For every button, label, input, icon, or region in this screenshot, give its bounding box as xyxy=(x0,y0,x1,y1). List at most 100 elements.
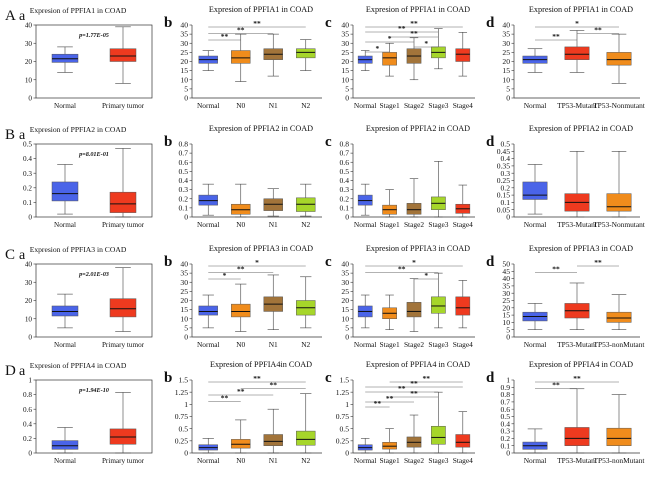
y-tick-label: 10 xyxy=(180,75,188,84)
chart-title: Expresion of PPFIA2 in COAD xyxy=(366,124,470,133)
panel-letter: b xyxy=(164,254,172,270)
y-tick-label: 1 xyxy=(28,377,32,385)
box-plot xyxy=(357,183,373,216)
y-tick-label: 0.7 xyxy=(501,398,511,407)
y-tick-label: 0.3 xyxy=(340,185,350,194)
box-plot xyxy=(51,46,79,73)
chart-title: Expresion of PPFIA3 in COAD xyxy=(366,244,470,253)
panel-letter: a xyxy=(19,128,26,143)
box-plot xyxy=(455,411,471,454)
box-plot xyxy=(431,28,446,70)
x-tick-label: TP53-nonMutant xyxy=(594,340,646,349)
x-tick-label: N1 xyxy=(269,220,278,229)
y-tick-label: 0.4 xyxy=(501,154,511,163)
p-value: p=1.77E-05 xyxy=(78,32,109,39)
significance-label: ** xyxy=(552,381,560,390)
significance-label: ** xyxy=(398,24,406,33)
x-tick-label: Stage3 xyxy=(428,456,448,465)
y-tick-label: 10 xyxy=(502,75,510,84)
panel-letter: a xyxy=(19,364,26,379)
y-tick-label: 0.25 xyxy=(175,436,188,445)
y-tick-label: 0.5 xyxy=(340,424,350,433)
significance-label: ** xyxy=(253,374,261,383)
y-tick-label: 0.5 xyxy=(501,140,511,149)
x-tick-label: Normal xyxy=(354,101,377,110)
box-iqr xyxy=(522,181,548,200)
y-tick-label: 20 xyxy=(502,57,510,66)
box-plot xyxy=(606,294,632,331)
y-tick-label: 0.6 xyxy=(501,405,511,414)
box-plot xyxy=(564,388,590,454)
row-letter: A xyxy=(5,8,16,24)
x-tick-label: Stage2 xyxy=(404,101,424,110)
significance-label: ** xyxy=(422,374,430,383)
y-tick-label: 30 xyxy=(502,289,510,298)
box-plot xyxy=(564,282,590,331)
box-plot xyxy=(51,293,79,329)
chart-title: Expresion of PPFIA1 in COAD xyxy=(30,6,127,15)
box-plot xyxy=(231,183,251,218)
box-plot xyxy=(296,393,316,454)
y-tick-label: 0.6 xyxy=(340,158,350,167)
y-tick-label: 0.1 xyxy=(501,198,511,207)
y-tick-label: 0.5 xyxy=(23,141,32,149)
y-tick-label: 0.5 xyxy=(501,412,511,421)
y-tick-label: 5 xyxy=(345,84,349,93)
x-tick-label: TP53-Mutant xyxy=(557,340,598,349)
y-tick-label: 25 xyxy=(341,48,349,57)
y-tick-label: 40 xyxy=(341,21,349,30)
y-tick-label: 0 xyxy=(345,333,349,342)
significance-label: ** xyxy=(410,389,418,398)
box-plot xyxy=(382,428,397,454)
y-tick-label: 0.4 xyxy=(23,420,32,428)
y-tick-label: 40 xyxy=(25,261,33,269)
plot-frame xyxy=(35,379,153,454)
x-tick-label: Normal xyxy=(54,341,76,349)
y-tick-label: 5 xyxy=(506,325,510,334)
y-tick-label: 0 xyxy=(184,213,188,222)
panel-letter: c xyxy=(325,254,332,270)
box-plot xyxy=(522,303,548,331)
box-plot xyxy=(522,164,548,215)
panel-letter: a xyxy=(19,248,26,263)
chart-title: Expresion of PPFIA3 in COAD xyxy=(529,244,633,253)
y-tick-label: 20 xyxy=(341,296,349,305)
box-plot xyxy=(109,267,137,332)
x-tick-label: Normal xyxy=(354,220,377,229)
y-tick-label: 0.2 xyxy=(501,434,511,443)
y-tick-label: 0.3 xyxy=(179,185,189,194)
box-plot xyxy=(406,178,422,218)
box-plot xyxy=(382,42,397,77)
box-iqr xyxy=(606,427,632,446)
x-tick-label: Primary tumor xyxy=(102,341,145,349)
box-iqr xyxy=(263,434,283,446)
y-tick-label: 20 xyxy=(502,303,510,312)
panel-letter: b xyxy=(164,134,172,150)
y-tick-label: 20 xyxy=(180,296,188,305)
significance-label: ** xyxy=(410,379,418,388)
box-plot xyxy=(522,428,548,454)
box-iqr xyxy=(296,430,316,446)
y-tick-label: 1.25 xyxy=(175,388,188,397)
box-iqr xyxy=(109,191,137,213)
x-tick-label: Stage1 xyxy=(380,456,400,465)
panel-letter: c xyxy=(325,134,332,150)
y-tick-label: 5 xyxy=(184,323,188,332)
y-tick-label: 0.2 xyxy=(501,183,511,192)
x-tick-label: Primary tumor xyxy=(102,457,145,465)
significance-label: ** xyxy=(221,394,229,403)
box-iqr xyxy=(296,48,316,59)
y-tick-label: 1.25 xyxy=(336,388,349,397)
y-tick-label: 20 xyxy=(25,297,33,305)
x-tick-label: Stage4 xyxy=(453,340,473,349)
box-plot xyxy=(296,39,316,71)
box-plot xyxy=(198,294,218,329)
x-tick-label: N0 xyxy=(236,456,245,465)
box-iqr xyxy=(564,46,590,60)
box-plot xyxy=(431,161,446,218)
x-tick-label: N2 xyxy=(301,456,310,465)
y-tick-label: 0 xyxy=(506,449,510,458)
y-tick-label: 30 xyxy=(341,278,349,287)
chart-title: Expresion of PPFIA2 in COAD xyxy=(30,125,127,134)
box-plot xyxy=(263,33,283,77)
